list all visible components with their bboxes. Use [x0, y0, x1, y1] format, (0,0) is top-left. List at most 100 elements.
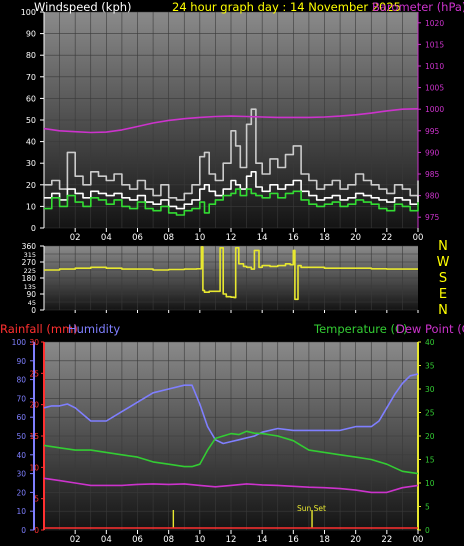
barometer-tick-label: 990: [425, 148, 440, 157]
x-tick-label: 16: [288, 535, 299, 545]
humidity-tick-label: 100: [12, 338, 27, 347]
temp-panel-grid: [44, 341, 418, 531]
temperature-tick-label: 5: [425, 503, 430, 512]
x-tick-label: 08: [163, 535, 174, 545]
barometer-tick-label: 980: [425, 192, 440, 201]
humidity-tick-label: 60: [16, 413, 26, 422]
compass-label: S: [439, 271, 447, 286]
rainfall-tick-label: 20: [29, 401, 39, 410]
temperature-series: [43, 430, 419, 475]
wind-direction-series: [44, 246, 418, 301]
rainfall-tick-label: 0: [34, 526, 39, 535]
x-tick-label: 04: [101, 233, 112, 243]
x-tick-label: 00: [413, 535, 424, 545]
temperature-tick-label: 35: [425, 362, 435, 371]
barometer-tick-label: 975: [425, 213, 440, 222]
wind-speed-series: [44, 171, 419, 210]
x-tick-label: 00: [413, 233, 424, 243]
temp-panel-series: [43, 373, 419, 529]
wind-panel-x-ticks: 02 04 06 08 10 12 14 16 18 20 22 00: [70, 228, 424, 243]
windspeed-tick-label: 0: [31, 224, 36, 233]
barometer-tick-label: 1000: [425, 105, 444, 114]
gust-series: [44, 108, 419, 201]
humidity-axis-ticks: 0 10 20 30 40 50 60 70 80 90 100: [12, 338, 35, 535]
x-tick-label: 22: [381, 233, 392, 243]
humidity-axis-title: Humidity: [68, 322, 120, 336]
barometer-tick-label: 1005: [425, 84, 444, 93]
x-tick-label: 20: [350, 233, 361, 243]
x-tick-label: 20: [350, 535, 361, 545]
rainfall-tick-label: 15: [29, 432, 39, 441]
barometer-series: [43, 108, 419, 134]
temperature-tick-label: 20: [425, 432, 435, 441]
temperature-tick-label: 40: [425, 338, 435, 347]
x-tick-label: 16: [288, 233, 299, 243]
x-tick-label: 04: [101, 535, 112, 545]
windspeed-axis-ticks: 0 10 20 30 40 50 60 70 80 90 100: [21, 8, 45, 233]
temperature-tick-label: 10: [425, 479, 435, 488]
windspeed-axis-title: Windspeed (kph): [34, 0, 132, 14]
x-tick-label: 14: [257, 535, 268, 545]
direction-minor-tick-label: 45: [28, 299, 36, 307]
barometer-tick-label: 1020: [425, 19, 444, 28]
windspeed-tick-label: 20: [26, 181, 36, 190]
barometer-tick-label: 985: [425, 170, 440, 179]
direction-minor-tick-label: 135: [24, 283, 36, 291]
windspeed-tick-label: 50: [26, 116, 36, 125]
humidity-tick-label: 80: [16, 376, 26, 385]
rainfall-tick-label: 10: [29, 463, 39, 472]
humidity-tick-label: 0: [21, 526, 26, 535]
humidity-tick-label: 10: [16, 507, 26, 516]
direction-panel-series: [44, 246, 418, 301]
x-tick-label: 02: [70, 535, 81, 545]
x-tick-label: 06: [132, 535, 143, 545]
direction-tick-label: 270: [22, 258, 37, 267]
x-tick-label: 02: [70, 233, 81, 243]
sunset-label: Sun Set: [297, 504, 326, 513]
temperature-humidity-panel: 0 10 20 30 40 50 60 70 80 90 100 0 5 10 15 20 25 30 0 5 10…: [12, 338, 435, 545]
humidity-tick-label: 50: [16, 432, 26, 441]
windspeed-tick-label: 80: [26, 51, 36, 60]
rainfall-tick-label: 25: [29, 369, 39, 378]
x-tick-label: 18: [319, 535, 330, 545]
barometer-axis-title: Barometer (hPa): [372, 0, 464, 14]
humidity-tick-label: 30: [16, 470, 26, 479]
x-tick-label: 12: [226, 535, 237, 545]
temperature-tick-label: 15: [425, 456, 435, 465]
barometer-axis-ticks: 975 980 985 990 995 1000 1005 1010 1015 1020: [417, 12, 444, 228]
x-tick-label: 12: [226, 233, 237, 243]
x-tick-label: 10: [194, 535, 205, 545]
windspeed-tick-label: 10: [26, 202, 36, 211]
temperature-tick-label: 30: [425, 385, 435, 394]
compass-label: W: [437, 255, 450, 270]
x-tick-label: 14: [257, 233, 268, 243]
compass-label: E: [439, 287, 447, 302]
windspeed-tick-label: 100: [21, 8, 36, 17]
humidity-tick-label: 20: [16, 488, 26, 497]
humidity-tick-label: 90: [16, 357, 26, 366]
direction-minor-tick-label: 315: [24, 251, 36, 259]
direction-axis-ticks: 0 90 180 270 360 45 135 225 315: [22, 242, 45, 315]
direction-tick-label: 90: [26, 290, 36, 299]
avg-wind-series: [44, 188, 419, 216]
direction-tick-label: 360: [22, 242, 37, 251]
temperature-tick-label: 0: [425, 526, 430, 535]
windspeed-tick-label: 40: [26, 138, 36, 147]
humidity-tick-label: 70: [16, 394, 26, 403]
x-tick-label: 10: [194, 233, 205, 243]
compass-label: N: [438, 303, 448, 318]
x-tick-label: 18: [319, 233, 330, 243]
rainfall-tick-label: 5: [34, 495, 39, 504]
rainfall-axis-ticks: 0 5 10 15 20 25 30: [29, 338, 45, 535]
x-tick-label: 06: [132, 233, 143, 243]
barometer-tick-label: 1010: [425, 62, 444, 71]
barometer-tick-label: 995: [425, 127, 440, 136]
direction-tick-label: 180: [22, 274, 37, 283]
chart-title: 24 hour graph day : 14 November 2025: [172, 0, 401, 14]
rainfall-axis-title: Rainfall (mm): [0, 322, 78, 336]
direction-minor-tick-label: 225: [24, 267, 36, 275]
x-tick-label: 08: [163, 233, 174, 243]
